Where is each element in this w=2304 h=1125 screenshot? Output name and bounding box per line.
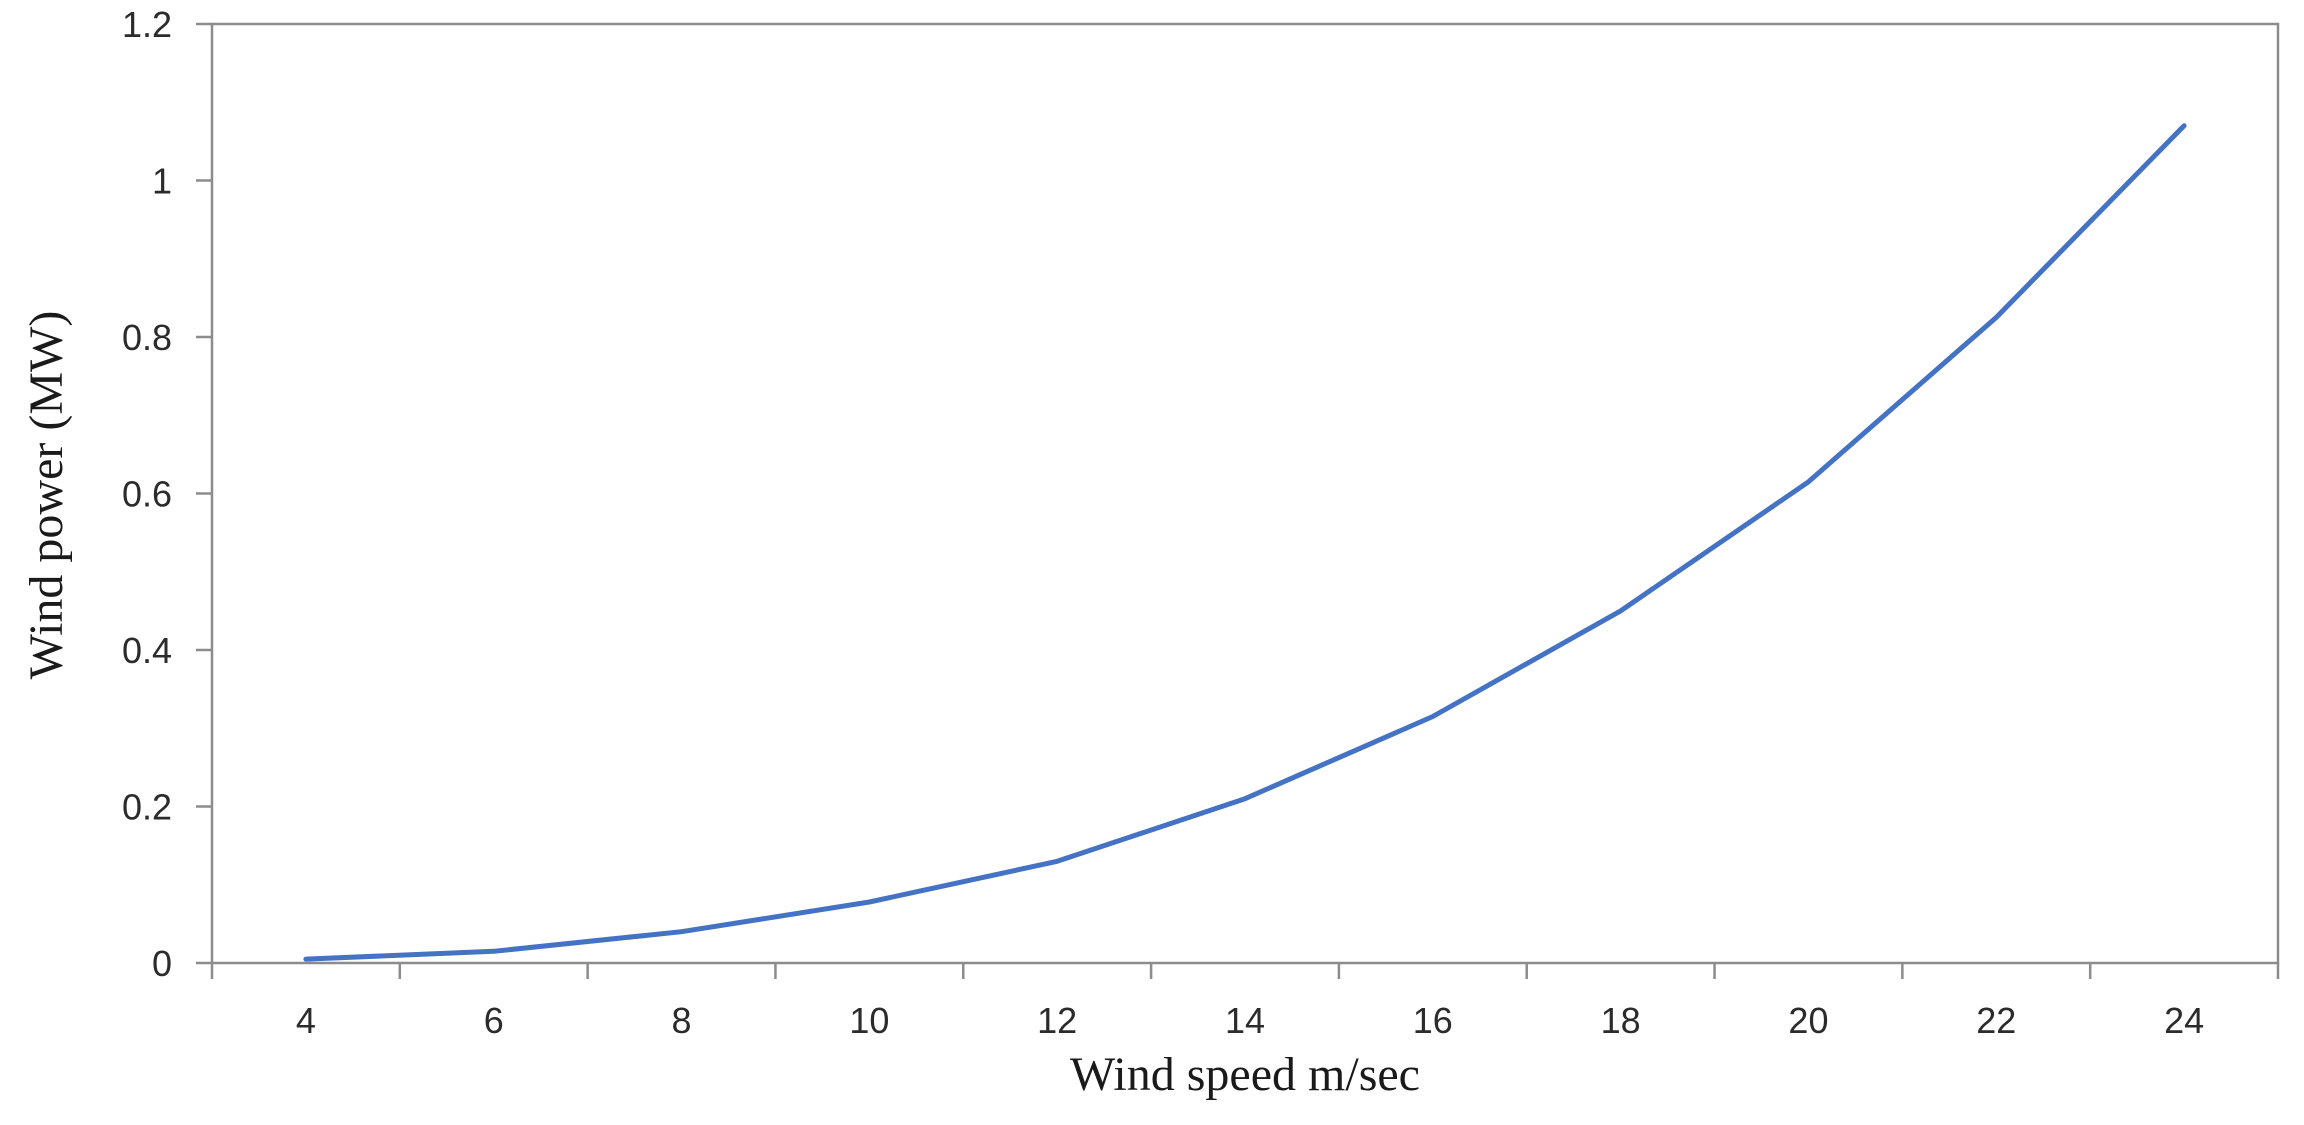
x-tick-label: 8: [672, 1000, 692, 1041]
x-tick-label: 16: [1413, 1000, 1453, 1041]
series-line: [303, 123, 2187, 962]
x-tick-label: 12: [1037, 1000, 1077, 1041]
x-axis: 4 6 8 10 12 14 16 18 20 22 24: [210, 963, 2280, 1041]
x-tick-label: 6: [484, 1000, 504, 1041]
x-tick-label: 24: [2164, 1000, 2204, 1041]
y-tick-label: 0: [152, 943, 172, 984]
y-tick-label: 0.2: [122, 787, 172, 828]
y-tick-label: 0.8: [122, 317, 172, 358]
series-layer: [303, 123, 2187, 962]
y-tick-label: 1: [152, 161, 172, 202]
x-tick-label: 22: [1976, 1000, 2016, 1041]
y-axis-title: Wind power (MW): [20, 311, 73, 680]
y-tick-label: 1.2: [122, 4, 172, 45]
x-tick-label: 14: [1225, 1000, 1265, 1041]
y-tick-label: 0.6: [122, 474, 172, 515]
x-tick-label: 10: [849, 1000, 889, 1041]
plot-area-border: [210, 22, 2280, 965]
x-tick-label: 4: [296, 1000, 316, 1041]
x-axis-title: Wind speed m/sec: [1070, 1048, 1420, 1101]
y-tick-label: 0.4: [122, 630, 172, 671]
y-axis: 0 0.2 0.4 0.6 0.8 1 1.2: [122, 4, 212, 984]
x-tick-label: 18: [1601, 1000, 1641, 1041]
x-tick-label: 20: [1788, 1000, 1828, 1041]
